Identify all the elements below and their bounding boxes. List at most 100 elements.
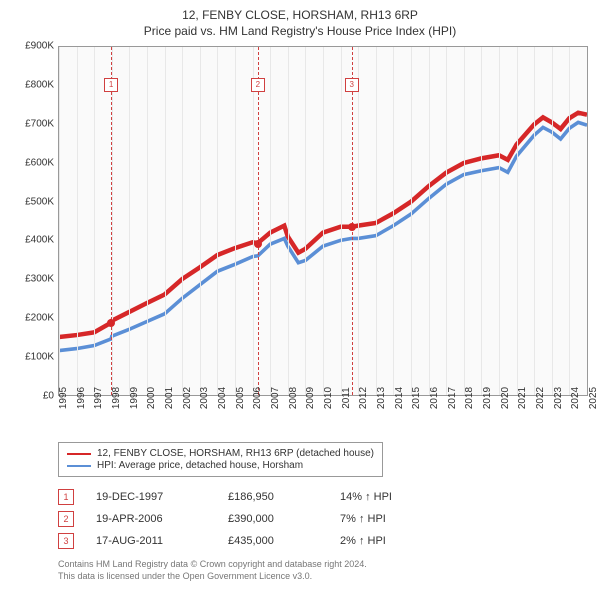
x-tick-label: 2012 (358, 387, 369, 409)
gridline (481, 47, 482, 395)
x-tick-label: 2021 (517, 387, 528, 409)
marker-line (258, 47, 259, 395)
legend-item: HPI: Average price, detached house, Hors… (67, 460, 374, 471)
x-tick-label: 2005 (235, 387, 246, 409)
gridline (517, 47, 518, 395)
gridline (253, 47, 254, 395)
x-tick-label: 2007 (270, 387, 281, 409)
footer-line-1: Contains HM Land Registry data © Crown c… (58, 559, 588, 571)
legend-label: 12, FENBY CLOSE, HORSHAM, RH13 6RP (deta… (97, 448, 374, 459)
gridline (147, 47, 148, 395)
x-tick-label: 2020 (500, 387, 511, 409)
x-tick-label: 1997 (93, 387, 104, 409)
title-block: 12, FENBY CLOSE, HORSHAM, RH13 6RP Price… (12, 8, 588, 38)
y-tick-label: £100K (25, 352, 54, 363)
sale-date: 19-DEC-1997 (96, 491, 206, 503)
legend-item: 12, FENBY CLOSE, HORSHAM, RH13 6RP (deta… (67, 448, 374, 459)
sale-hpi: 2% ↑ HPI (340, 535, 430, 547)
chart-container: 12, FENBY CLOSE, HORSHAM, RH13 6RP Price… (0, 0, 600, 590)
sale-num-box: 3 (58, 533, 74, 549)
marker-line (111, 47, 112, 395)
x-tick-label: 2000 (146, 387, 157, 409)
x-tick-label: 2009 (305, 387, 316, 409)
gridline (446, 47, 447, 395)
sale-num-box: 2 (58, 511, 74, 527)
gridline (305, 47, 306, 395)
sale-date: 19-APR-2006 (96, 513, 206, 525)
gridline (323, 47, 324, 395)
gridline (182, 47, 183, 395)
gridline (552, 47, 553, 395)
marker-label-box: 2 (251, 78, 265, 92)
y-tick-label: £500K (25, 196, 54, 207)
title-line-2: Price paid vs. HM Land Registry's House … (12, 24, 588, 38)
gridline (165, 47, 166, 395)
gridline (59, 47, 60, 395)
legend-swatch (67, 465, 91, 467)
gridline (77, 47, 78, 395)
x-tick-label: 2001 (164, 387, 175, 409)
x-tick-label: 2008 (288, 387, 299, 409)
title-line-1: 12, FENBY CLOSE, HORSHAM, RH13 6RP (12, 8, 588, 22)
sale-num-box: 1 (58, 489, 74, 505)
x-tick-label: 2011 (341, 387, 352, 409)
gridline (94, 47, 95, 395)
gridline (376, 47, 377, 395)
x-tick-label: 2022 (535, 387, 546, 409)
sale-price: £435,000 (228, 535, 318, 547)
x-tick-label: 2023 (553, 387, 564, 409)
x-tick-label: 2016 (429, 387, 440, 409)
chart-area: £0£100K£200K£300K£400K£500K£600K£700K£80… (12, 46, 588, 396)
legend: 12, FENBY CLOSE, HORSHAM, RH13 6RP (deta… (58, 442, 383, 477)
y-axis: £0£100K£200K£300K£400K£500K£600K£700K£80… (12, 46, 58, 396)
marker-dot (254, 240, 262, 248)
x-tick-label: 1996 (76, 387, 87, 409)
y-tick-label: £900K (25, 41, 54, 52)
sale-price: £390,000 (228, 513, 318, 525)
y-tick-label: £700K (25, 118, 54, 129)
y-tick-label: £600K (25, 157, 54, 168)
gridline (341, 47, 342, 395)
sale-hpi: 7% ↑ HPI (340, 513, 430, 525)
x-tick-label: 2018 (464, 387, 475, 409)
gridline (288, 47, 289, 395)
gridline (499, 47, 500, 395)
y-tick-label: £200K (25, 313, 54, 324)
marker-line (352, 47, 353, 395)
x-tick-label: 2002 (182, 387, 193, 409)
gridline (569, 47, 570, 395)
x-tick-label: 2025 (588, 387, 599, 409)
gridline (534, 47, 535, 395)
sale-row: 317-AUG-2011£435,0002% ↑ HPI (58, 533, 588, 549)
legend-swatch (67, 453, 91, 455)
x-tick-label: 2006 (252, 387, 263, 409)
sale-row: 2 19-APR-2006 £390,000 7% ↑ HPI (58, 511, 588, 527)
gridline (270, 47, 271, 395)
gridline (358, 47, 359, 395)
gridline (411, 47, 412, 395)
marker-label-box: 3 (345, 78, 359, 92)
sales-table: 1 19-DEC-1997 £186,950 14% ↑ HPI 2 19-APR-200… (58, 489, 588, 549)
marker-dot (348, 223, 356, 231)
footer-line-2: This data is licensed under the Open Gov… (58, 571, 588, 583)
gridline (129, 47, 130, 395)
marker-dot (107, 319, 115, 327)
y-tick-label: £300K (25, 274, 54, 285)
x-tick-label: 2014 (394, 387, 405, 409)
gridline (429, 47, 430, 395)
gridline (235, 47, 236, 395)
y-tick-label: £400K (25, 235, 54, 246)
x-tick-label: 2017 (447, 387, 458, 409)
sale-hpi: 14% ↑ HPI (340, 491, 430, 503)
plot-area: 123 (58, 46, 588, 396)
sale-price: £186,950 (228, 491, 318, 503)
gridline (200, 47, 201, 395)
x-tick-label: 2015 (411, 387, 422, 409)
x-tick-label: 1998 (111, 387, 122, 409)
x-tick-label: 1995 (58, 387, 69, 409)
gridline (393, 47, 394, 395)
x-tick-label: 2003 (199, 387, 210, 409)
x-tick-label: 2013 (376, 387, 387, 409)
footer: Contains HM Land Registry data © Crown c… (58, 559, 588, 582)
gridline (217, 47, 218, 395)
